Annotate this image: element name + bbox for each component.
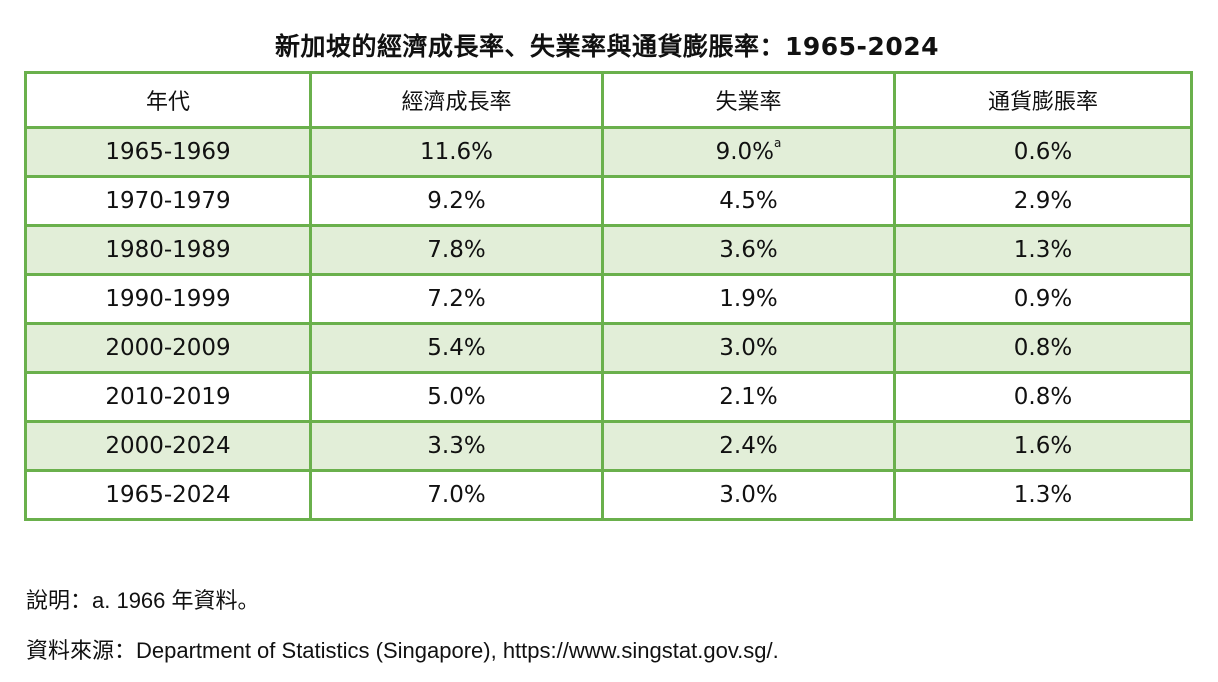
gdp-growth-cell: 5.0%	[309, 371, 604, 423]
period-cell: 1965-1969	[24, 126, 312, 178]
table-row: 1980-1989 7.8% 3.6% 1.3%	[24, 224, 1193, 276]
explanation-note: 說明：a. 1966 年資料。	[26, 588, 260, 613]
column-header-inflation: 通貨膨脹率	[893, 71, 1193, 129]
inflation-cell: 1.6%	[893, 420, 1193, 472]
inflation-cell: 1.3%	[893, 224, 1193, 276]
column-header-unemployment: 失業率	[601, 71, 896, 129]
table-row: 1990-1999 7.2% 1.9% 0.9%	[24, 273, 1193, 325]
table-row: 2010-2019 5.0% 2.1% 0.8%	[24, 371, 1193, 423]
data-table: 年代 經濟成長率 失業率 通貨膨脹率 1965-1969 11.6% 9.0%a…	[24, 71, 1193, 521]
gdp-growth-cell: 5.4%	[309, 322, 604, 374]
unemployment-cell: 2.4%	[601, 420, 896, 472]
unemployment-cell: 2.1%	[601, 371, 896, 423]
inflation-cell: 0.8%	[893, 322, 1193, 374]
column-header-period: 年代	[24, 71, 312, 129]
inflation-cell: 0.8%	[893, 371, 1193, 423]
source-note: 資料來源：Department of Statistics (Singapore…	[26, 638, 779, 663]
gdp-growth-cell: 9.2%	[309, 175, 604, 227]
table-row: 1970-1979 9.2% 4.5% 2.9%	[24, 175, 1193, 227]
gdp-growth-cell: 7.0%	[309, 469, 604, 521]
table-row: 2000-2009 5.4% 3.0% 0.8%	[24, 322, 1193, 374]
gdp-growth-cell: 11.6%	[309, 126, 604, 178]
unemployment-cell: 1.9%	[601, 273, 896, 325]
table-row: 1965-1969 11.6% 9.0%a 0.6%	[24, 126, 1193, 178]
unemployment-cell: 3.0%	[601, 469, 896, 521]
table-row: 1965-2024 7.0% 3.0% 1.3%	[24, 469, 1193, 521]
inflation-cell: 0.9%	[893, 273, 1193, 325]
period-cell: 1970-1979	[24, 175, 312, 227]
inflation-cell: 2.9%	[893, 175, 1193, 227]
inflation-cell: 0.6%	[893, 126, 1193, 178]
period-cell: 1990-1999	[24, 273, 312, 325]
period-cell: 1980-1989	[24, 224, 312, 276]
period-cell: 2000-2024	[24, 420, 312, 472]
unemployment-cell: 4.5%	[601, 175, 896, 227]
table-title: 新加坡的經濟成長率、失業率與通貨膨脹率：1965-2024	[274, 32, 940, 61]
unemployment-cell: 3.6%	[601, 224, 896, 276]
period-cell: 2000-2009	[24, 322, 312, 374]
footnote-marker: a	[774, 136, 782, 150]
unemployment-cell: 9.0%a	[601, 126, 896, 178]
header-row: 年代 經濟成長率 失業率 通貨膨脹率	[24, 71, 1193, 129]
column-header-gdp-growth: 經濟成長率	[309, 71, 604, 129]
period-cell: 1965-2024	[24, 469, 312, 521]
gdp-growth-cell: 7.8%	[309, 224, 604, 276]
inflation-cell: 1.3%	[893, 469, 1193, 521]
unemployment-value: 9.0%	[715, 139, 775, 165]
period-cell: 2010-2019	[24, 371, 312, 423]
gdp-growth-cell: 3.3%	[309, 420, 604, 472]
gdp-growth-cell: 7.2%	[309, 273, 604, 325]
unemployment-cell: 3.0%	[601, 322, 896, 374]
table-row: 2000-2024 3.3% 2.4% 1.6%	[24, 420, 1193, 472]
